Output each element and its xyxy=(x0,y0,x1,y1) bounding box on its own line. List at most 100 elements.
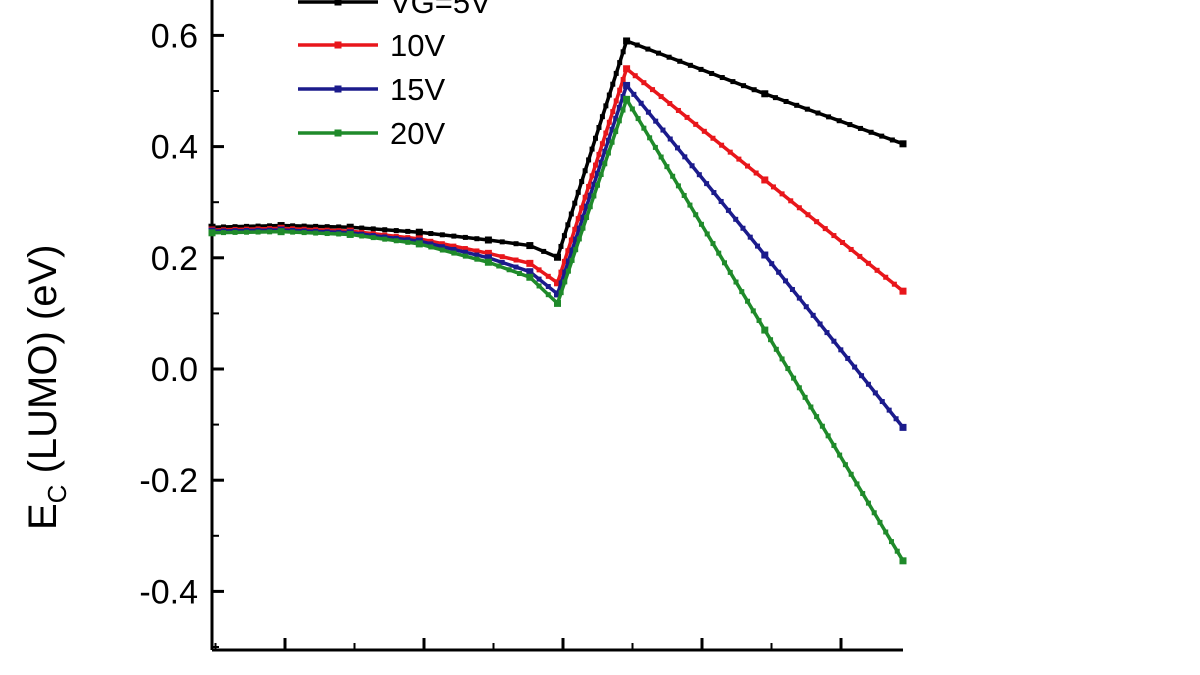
svg-text:EC (LUMO) (eV): EC (LUMO) (eV) xyxy=(21,245,72,530)
series-2-point xyxy=(623,65,631,73)
series-1-marker xyxy=(301,223,307,229)
series-3-point xyxy=(484,254,492,262)
series-3-marker xyxy=(645,109,651,115)
legend-marker-2 xyxy=(334,41,342,49)
series-2-marker xyxy=(753,170,759,176)
series-3-marker xyxy=(718,198,724,204)
series-4-marker xyxy=(796,385,802,391)
series-3-point xyxy=(899,423,907,431)
series-2-marker xyxy=(575,216,581,222)
series-4-marker xyxy=(652,144,658,150)
series-4-marker xyxy=(664,164,670,170)
series-1-marker xyxy=(572,200,578,206)
series-1-marker xyxy=(741,83,747,89)
series-4-marker xyxy=(609,139,615,145)
series-2-marker xyxy=(736,156,742,162)
series-4-marker xyxy=(710,241,716,247)
series-4-marker xyxy=(831,442,837,448)
x-tick-label: 0.01 xyxy=(391,670,457,675)
series-1-marker xyxy=(439,232,445,238)
series-3-point xyxy=(623,81,631,89)
series-1-marker xyxy=(586,157,592,163)
series-1-marker xyxy=(393,228,399,234)
series-4-marker xyxy=(573,247,579,253)
series-2-marker xyxy=(891,281,897,287)
series-3-marker xyxy=(810,312,816,318)
series-1-marker xyxy=(698,66,704,72)
series-1-marker xyxy=(370,226,376,232)
series-2-marker xyxy=(770,184,776,190)
series-3-marker xyxy=(605,137,611,143)
series-1-point xyxy=(415,228,423,236)
series-3-marker xyxy=(733,216,739,222)
legend-marker-3 xyxy=(334,85,342,93)
series-4-marker xyxy=(584,214,590,220)
series-1-marker xyxy=(561,233,567,239)
series-1-marker xyxy=(879,133,885,139)
series-1-marker xyxy=(836,118,842,124)
series-2-marker xyxy=(788,198,794,204)
series-2-marker xyxy=(606,119,612,125)
series-2-point xyxy=(484,249,492,257)
series-1-marker xyxy=(634,42,640,48)
series-1-point xyxy=(623,37,631,45)
series-4-marker xyxy=(814,414,820,420)
series-3-marker xyxy=(595,170,601,176)
series-3-marker xyxy=(660,127,666,133)
series-1-point xyxy=(554,253,561,261)
series-4-marker xyxy=(704,231,710,237)
series-4-marker xyxy=(232,229,238,235)
series-2-marker xyxy=(796,205,802,211)
series-3-point xyxy=(554,290,561,298)
series-1-marker xyxy=(772,95,778,101)
series-4-point xyxy=(899,557,907,565)
series-1-marker xyxy=(613,70,619,76)
y-axis-label-main: E xyxy=(21,503,65,530)
series-4-marker xyxy=(785,366,791,372)
series-3-marker xyxy=(499,259,505,265)
series-4-marker xyxy=(336,231,342,237)
x-tick-label: 0.07 xyxy=(808,670,874,675)
series-3-marker xyxy=(405,237,411,243)
series-2-marker xyxy=(822,226,828,232)
series-layer xyxy=(208,37,907,565)
series-2-marker xyxy=(814,219,820,225)
series-1-point xyxy=(346,223,354,231)
series-1-marker xyxy=(677,58,683,64)
series-4-marker xyxy=(837,452,843,458)
series-3-marker xyxy=(609,126,615,132)
series-2-marker xyxy=(857,253,863,259)
series-4-marker xyxy=(629,106,635,112)
series-4-marker xyxy=(576,236,582,242)
series-4-marker xyxy=(721,260,727,266)
series-3-marker xyxy=(631,91,637,97)
series-1-marker xyxy=(666,54,672,60)
series-4-marker xyxy=(382,236,388,242)
series-4-point xyxy=(554,299,561,307)
series-1-marker xyxy=(655,50,661,56)
series-4-marker xyxy=(506,267,512,273)
series-4-marker xyxy=(451,250,457,256)
series-2-marker xyxy=(451,243,457,249)
series-4-marker xyxy=(516,271,522,277)
legend-label-2: 10V xyxy=(390,28,445,63)
series-4-marker xyxy=(727,269,733,275)
series-3-marker xyxy=(598,159,604,165)
series-1-marker xyxy=(244,223,250,229)
series-4-marker xyxy=(750,308,756,314)
series-2-marker xyxy=(641,80,647,86)
series-4-marker xyxy=(848,471,854,477)
series-4-marker xyxy=(865,500,871,506)
series-1-marker xyxy=(267,223,273,229)
series-2-marker xyxy=(513,257,519,263)
series-2-marker xyxy=(632,73,638,79)
series-3-marker xyxy=(865,381,871,387)
series-2-marker xyxy=(874,267,880,273)
series-4-marker xyxy=(756,317,762,323)
series-1-marker xyxy=(541,248,547,254)
y-tick-label: 0.4 xyxy=(151,129,198,167)
y-axis-label: EC (LUMO) (eV) xyxy=(21,245,72,530)
series-4-marker xyxy=(825,433,831,439)
series-4-marker xyxy=(773,346,779,352)
series-3-marker xyxy=(613,115,619,121)
